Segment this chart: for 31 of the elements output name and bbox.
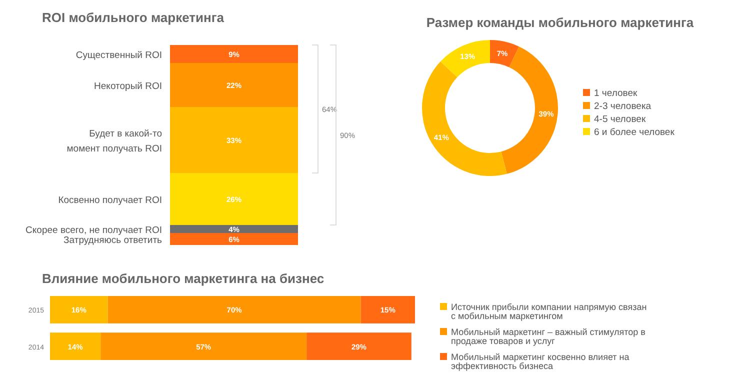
legend-label: 2-3 человека [594,101,652,112]
bar [306,332,412,360]
bar [170,45,298,63]
bar [50,296,108,324]
chart-title: ROI мобильного маркетинга [42,10,225,25]
chart-title: Влияние мобильного маркетинга на бизнес [42,271,324,286]
bar [170,63,298,107]
legend-label: Мобильный маркетинг – важный стимулятор в продаже товаров и услуг [451,327,646,346]
donut-slice [490,40,519,68]
bar [108,296,361,324]
bar [360,296,415,324]
series-label: Некоторый ROI [94,81,162,92]
legend-label: 6 и более человек [594,127,676,138]
series-label: Косвенно получает ROI [58,195,162,206]
series-label: Существенный ROI [76,50,162,61]
series-label: Будет в какой-то момент получать ROI [66,128,162,154]
bar [100,332,307,360]
legend-label: 1 человек [594,88,638,99]
bar [170,233,298,245]
legend-label: Мобильный маркетинг косвенно влияет на эффективность бизнеса [451,352,630,371]
chart-title: Размер команды мобильного маркетинга [426,15,694,30]
donut-slice [422,61,507,176]
bar [50,332,101,360]
series-label: Скорее всего, не получает ROI [26,225,162,236]
legend-label: Источник прибыли компании напрямую связан с мобильным маркетингом [451,302,647,321]
bar [170,107,298,173]
donut-slice [440,40,490,78]
bar [170,173,298,225]
series-label: Затрудняюсь ответить [64,235,162,246]
legend-label: 4-5 человек [594,114,646,125]
bar [170,225,298,233]
